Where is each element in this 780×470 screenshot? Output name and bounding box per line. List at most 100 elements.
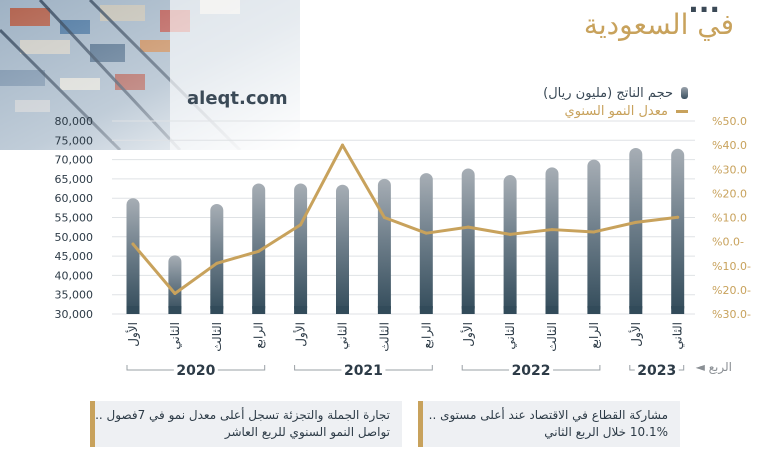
right-tick-label: %40.0: [712, 139, 747, 152]
bar: [377, 178, 391, 314]
legend-item-line: معدل النمو السنوي: [543, 102, 688, 120]
year-bracket: 2022: [461, 363, 601, 379]
growth-point: [382, 216, 386, 219]
title-line-1: ...: [688, 0, 720, 19]
growth-point: [257, 249, 261, 253]
port-photo: [0, 0, 300, 150]
category-label: الثاني: [671, 322, 685, 350]
category-label: الرابع: [587, 322, 602, 349]
info-box-share-line1: مشاركة القطاع في الاقتصاد عند أعلى مستوى…: [428, 408, 668, 422]
bar-base: [419, 306, 433, 314]
left-tick-label: 60,000: [55, 192, 94, 205]
chart-legend: حجم الناتج (مليون ريال) معدل النمو السنو…: [543, 84, 688, 120]
left-tick-label: 80,000: [55, 115, 94, 128]
right-tick-label: %20.0-: [712, 284, 751, 297]
bar: [294, 183, 308, 314]
growth-point: [508, 232, 512, 236]
growth-point: [131, 242, 135, 246]
left-tick-label: 65,000: [55, 173, 94, 186]
info-box-growth-line2: تواصل النمو السنوي للربع العاشر: [224, 425, 390, 439]
bar: [252, 183, 266, 314]
category-label: الثالث: [210, 322, 224, 352]
site-url: aleqt.com: [187, 88, 288, 109]
growth-point: [173, 291, 177, 295]
bar: [545, 167, 559, 314]
year-bracket-line: [461, 365, 601, 371]
year-label: 2022: [512, 363, 551, 379]
info-box-share: مشاركة القطاع في الاقتصاد عند أعلى مستوى…: [418, 401, 680, 447]
legend-bar-swatch: [681, 87, 688, 99]
category-label: الثاني: [503, 322, 517, 350]
title-line-2: في السعودية: [583, 8, 734, 41]
bar: [671, 148, 685, 314]
year-label: 2020: [176, 363, 215, 379]
category-label: الأول: [460, 322, 476, 347]
right-tick-label: %0.0-: [712, 236, 744, 249]
bar: [126, 198, 140, 314]
left-tick-label: 70,000: [55, 154, 94, 167]
growth-point: [634, 220, 638, 224]
growth-point: [299, 223, 303, 227]
quarter-axis-label: الربع ◄: [695, 360, 732, 374]
growth-point: [424, 231, 428, 235]
category-label: الرابع: [252, 322, 267, 349]
year-bracket-line: [294, 365, 433, 371]
left-tick-label: 40,000: [55, 269, 94, 282]
info-box-share-line2: 10.1% خلال الربع الثاني: [544, 425, 668, 439]
bar-base: [545, 306, 559, 314]
legend-line-label: معدل النمو السنوي: [564, 103, 668, 119]
right-tick-label: %30.0: [712, 163, 747, 176]
category-label: الثالث: [377, 322, 391, 352]
legend-bars-label: حجم الناتج (مليون ريال): [543, 85, 673, 101]
growth-point: [676, 215, 680, 219]
category-label: الثاني: [336, 322, 350, 350]
bar-base: [126, 306, 140, 314]
year-bracket: 2021: [294, 363, 433, 379]
legend-line-swatch: [676, 109, 688, 113]
year-bracket: 2020: [126, 363, 266, 379]
bar-base: [587, 306, 601, 314]
bar-base: [503, 306, 517, 314]
category-label: الثالث: [545, 322, 559, 352]
right-tick-label: %30.0-: [712, 308, 751, 321]
left-tick-label: 55,000: [55, 212, 94, 225]
left-tick-label: 45,000: [55, 250, 94, 263]
right-tick-label: %10.0: [712, 212, 747, 225]
left-tick-label: 50,000: [55, 231, 94, 244]
right-tick-label: %20.0: [712, 187, 747, 200]
bar-base: [336, 306, 349, 314]
category-label: الرابع: [419, 322, 434, 349]
right-tick-label: %50.0: [712, 115, 747, 128]
year-label: 2021: [344, 363, 383, 379]
growth-point: [550, 228, 554, 232]
growth-line: [131, 143, 680, 295]
bar-base: [377, 306, 391, 314]
left-tick-label: 75,000: [55, 134, 94, 147]
bar-base: [210, 306, 224, 314]
category-label: الثاني: [168, 322, 182, 350]
bar-base: [671, 306, 685, 314]
bar-base: [629, 306, 643, 314]
info-box-growth: تجارة الجملة والتجزئة تسجل أعلى معدل نمو…: [90, 401, 402, 447]
left-tick-label: 35,000: [55, 289, 94, 302]
bar: [419, 173, 433, 314]
bar: [168, 255, 182, 314]
bar-base: [461, 306, 475, 314]
year-bracket: 2023: [629, 363, 685, 379]
year-bracket-line: [126, 365, 266, 371]
bar: [503, 175, 517, 314]
year-label: 2023: [637, 363, 676, 379]
growth-point: [215, 261, 219, 265]
bar-base: [168, 306, 182, 314]
quarter-axis-label-text: الربع: [708, 360, 732, 374]
growth-point: [466, 225, 470, 229]
category-label: الأول: [293, 322, 309, 347]
category-label: الأول: [125, 322, 141, 347]
right-tick-label: %10.0-: [712, 260, 751, 273]
bar-base: [252, 306, 266, 314]
bar: [629, 148, 643, 314]
category-label: الأول: [628, 322, 644, 347]
year-bracket-line: [629, 365, 685, 371]
growth-point: [341, 143, 344, 147]
